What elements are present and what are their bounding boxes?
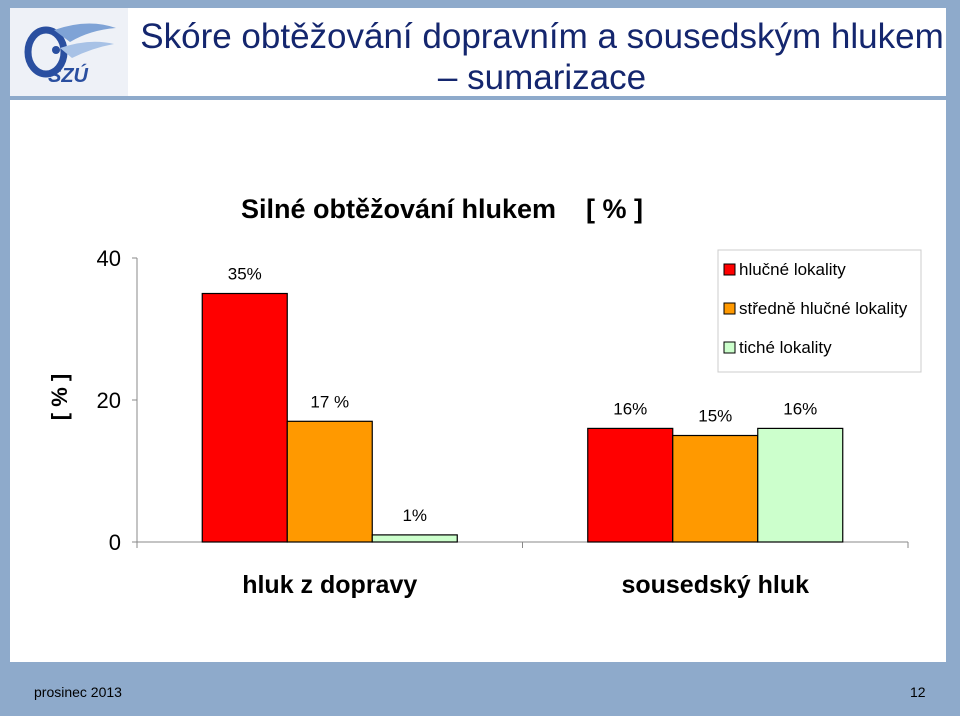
page-number: 12 <box>910 684 926 700</box>
chart-slide <box>10 100 946 662</box>
y-tick-label: 0 <box>109 530 121 555</box>
bar-value-label: 16% <box>783 399 817 418</box>
bar <box>286 420 373 543</box>
chart-title: Silné obtěžování hlukem [ % ] <box>241 194 643 224</box>
bar <box>587 427 674 543</box>
y-tick-label: 40 <box>97 246 121 271</box>
footer-date: prosinec 2013 <box>34 684 122 700</box>
bar <box>201 292 288 543</box>
legend: hlučné lokality středně hlučné lokality ti… <box>717 249 922 373</box>
legend-swatch <box>723 341 736 354</box>
bar-value-label: 15% <box>698 407 732 426</box>
legend-swatch <box>723 302 736 315</box>
y-axis-label: [ % ] <box>47 374 72 420</box>
legend-label: středně hlučné lokality <box>739 299 908 318</box>
legend-label: tiché lokality <box>739 338 832 357</box>
legend-label: hlučné lokality <box>739 260 846 279</box>
y-tick-label: 20 <box>97 388 121 413</box>
legend-box <box>717 249 922 373</box>
x-category-label: sousedský hluk <box>621 571 809 599</box>
legend-swatch <box>723 263 736 276</box>
bar-value-label: 35% <box>228 265 262 284</box>
szu-logo: SZÚ <box>10 8 128 96</box>
bar-value-label: 16% <box>613 399 647 418</box>
bar <box>371 534 458 543</box>
bar-value-label: 17 % <box>310 392 349 411</box>
bar-labels: 35% 17 % 1% 16% 15% 16% <box>228 265 818 525</box>
bars <box>201 292 844 543</box>
szu-logo-graphic: SZÚ <box>24 23 116 87</box>
bar <box>757 427 844 543</box>
logo-text: SZÚ <box>48 63 89 87</box>
slide-header: SZÚ Skóre obtěžování dopravním a souseds… <box>10 8 946 97</box>
x-category-label: hluk z dopravy <box>242 571 417 599</box>
axes: 0 20 40 hluk z dopravy sousedský hluk <box>97 246 909 599</box>
bar <box>672 434 759 543</box>
page-title: Skóre obtěžování dopravním a sousedským … <box>140 17 944 97</box>
bar-value-label: 1% <box>402 506 427 525</box>
